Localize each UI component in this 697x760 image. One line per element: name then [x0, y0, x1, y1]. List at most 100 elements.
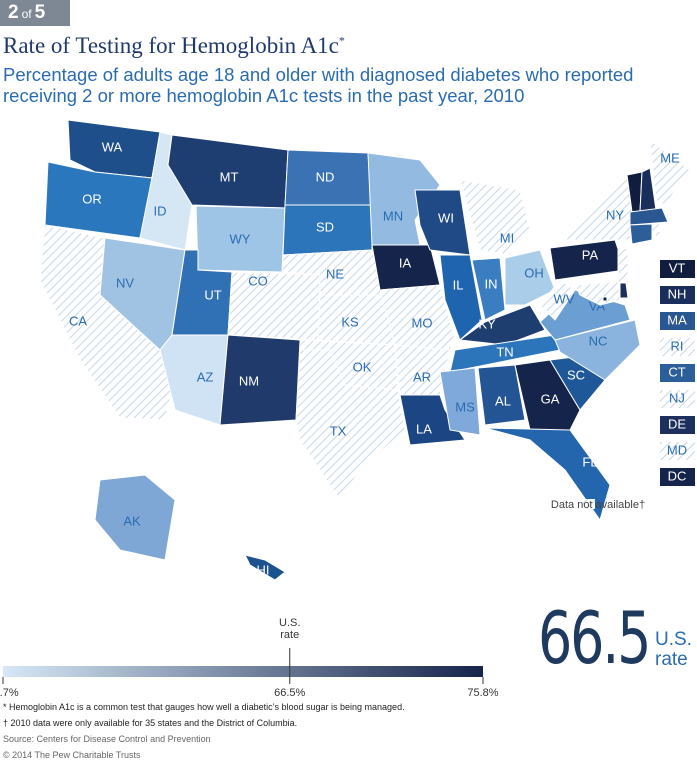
state-label: IA	[399, 255, 412, 270]
badge-number: 2	[8, 2, 19, 23]
state-label: NE	[326, 266, 344, 281]
scale-label: 66.5%	[274, 687, 305, 699]
state	[651, 223, 661, 237]
state-label: FL	[582, 454, 597, 469]
footnote: © 2014 The Pew Charitable Trusts	[3, 750, 141, 760]
side-box	[660, 338, 695, 356]
state-label: NY	[606, 207, 624, 222]
state	[649, 138, 691, 206]
side-box	[660, 416, 695, 434]
state	[94, 474, 176, 561]
state-label: AL	[495, 393, 511, 408]
footnote: * Hemoglobin A1c is a common test that g…	[3, 702, 405, 712]
badge: 2 of 5	[0, 0, 70, 26]
side-box	[660, 390, 695, 408]
state-label: AK	[123, 513, 141, 528]
state-label: MS	[455, 399, 475, 414]
marker-label: U.S. rate	[279, 617, 301, 641]
state	[629, 223, 653, 245]
state-label: NM	[239, 373, 259, 388]
state-label: PA	[582, 247, 599, 262]
state-label: SD	[316, 219, 334, 234]
state-label: WY	[230, 231, 251, 246]
state-label: RI	[671, 338, 684, 353]
state-label: LA	[416, 421, 432, 436]
state	[159, 334, 229, 426]
state-label: DC	[668, 468, 687, 483]
state-label: TX	[330, 423, 347, 438]
state	[539, 279, 576, 321]
state	[477, 364, 526, 426]
state	[554, 319, 641, 381]
state	[244, 554, 286, 581]
no-data-label: Data not available†	[551, 499, 645, 511]
state-label: IL	[453, 277, 464, 292]
state-label: VT	[669, 260, 686, 275]
state-label: OH	[524, 265, 544, 280]
no-data-swatch	[583, 499, 595, 509]
state	[439, 254, 483, 341]
state	[295, 349, 406, 501]
scale-bar	[3, 666, 483, 677]
state-label: SC	[567, 367, 585, 382]
us-rate-label: U.S. rate	[655, 629, 692, 670]
state	[439, 367, 481, 436]
state-label: TN	[496, 344, 513, 359]
state-label: ME	[660, 150, 680, 165]
state	[602, 296, 608, 302]
state-label: GA	[541, 391, 560, 406]
title: Rate of Testing for Hemoglobin A1c*	[3, 33, 345, 59]
side-box	[660, 364, 695, 382]
state	[227, 271, 321, 341]
subtitle: Percentage of adults age 18 and older wi…	[3, 64, 634, 106]
title-text: Rate of Testing for Hemoglobin A1c	[3, 33, 339, 58]
state	[514, 359, 581, 431]
state-label: CO	[248, 273, 268, 288]
state-label: WA	[102, 139, 123, 154]
state-label: NC	[589, 333, 608, 348]
scale-label: 52.7%	[0, 687, 19, 699]
footnote: † 2010 data were only available for 35 s…	[3, 718, 298, 728]
side-box	[660, 468, 695, 486]
state-label: DE	[668, 416, 686, 431]
state	[471, 257, 506, 321]
state-label: MD	[667, 442, 687, 457]
state-label: HI	[257, 562, 270, 577]
badge-of: of	[21, 7, 32, 21]
state-label: AZ	[197, 369, 214, 384]
state-label: WV	[554, 291, 575, 306]
state-label: WI	[438, 210, 454, 225]
state-label: UT	[204, 287, 221, 302]
side-box	[660, 260, 695, 278]
state-label: KS	[341, 314, 359, 329]
state-label: KY	[478, 316, 496, 331]
side-box	[660, 286, 695, 304]
state	[414, 189, 471, 256]
state	[574, 281, 621, 306]
state-label: OR	[82, 191, 102, 206]
footnote: Source: Centers for Disease Control and …	[3, 734, 211, 744]
state-label: NH	[668, 286, 687, 301]
badge-total: 5	[34, 2, 46, 23]
state	[504, 249, 556, 306]
state	[619, 282, 629, 299]
state-label: MI	[500, 230, 514, 245]
state-label: AR	[413, 369, 431, 384]
state-label: ID	[154, 203, 167, 218]
state	[219, 334, 301, 426]
state-label: MT	[220, 169, 239, 184]
state-label: NJ	[669, 390, 685, 405]
state	[459, 179, 531, 256]
state-label: ND	[316, 169, 335, 184]
state	[629, 207, 669, 226]
title-mark: *	[338, 33, 345, 48]
state	[617, 247, 629, 283]
state-label: NV	[116, 275, 134, 290]
state-label: CA	[69, 313, 87, 328]
us-rate-value: 66.5	[538, 596, 651, 680]
state-label: OK	[353, 359, 372, 374]
state-label: IN	[485, 276, 498, 291]
state	[484, 427, 611, 522]
state-label: MA	[667, 312, 687, 327]
